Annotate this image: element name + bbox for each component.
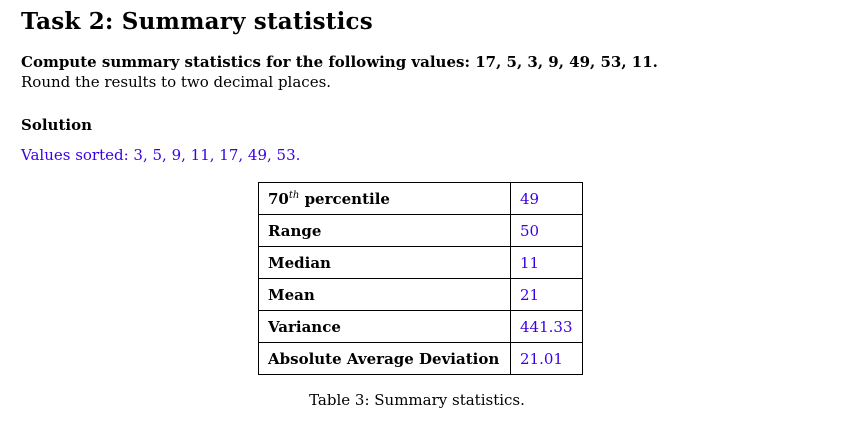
table-cell-label: 70th percentile: [258, 182, 511, 215]
table-cell-label: Mean: [258, 278, 511, 311]
percentile-number: 70: [268, 189, 289, 208]
table-caption: Table 3: Summary statistics.: [309, 391, 525, 409]
table-cell-value: 50: [510, 214, 583, 247]
sorted-values: Values sorted: 3, 5, 9, 11, 17, 49, 53.: [21, 146, 301, 164]
percentile-superscript: th: [288, 189, 300, 201]
task-instruction: Round the results to two decimal places.: [21, 73, 332, 91]
table-cell-value: 11: [510, 246, 583, 279]
table-row: Mean 21: [258, 278, 583, 311]
percentile-suffix: percentile: [299, 189, 390, 208]
table-cell-value: 49: [510, 182, 583, 215]
table-row: Range 50: [258, 214, 583, 247]
table-row: Variance 441.33: [258, 310, 583, 343]
table-row: Absolute Average Deviation 21.01: [258, 342, 583, 375]
table-cell-label: Median: [258, 246, 511, 279]
task-prompt: Compute summary statistics for the follo…: [21, 53, 658, 71]
table-cell-label: Range: [258, 214, 511, 247]
task-title: Task 2: Summary statistics: [21, 8, 373, 35]
table-cell-value: 441.33: [510, 310, 583, 343]
table-cell-label: Absolute Average Deviation: [258, 342, 511, 375]
table-cell-value: 21: [510, 278, 583, 311]
table-row: Median 11: [258, 246, 583, 279]
solution-heading: Solution: [21, 116, 92, 134]
table-row: 70th percentile 49: [258, 182, 583, 215]
table-cell-value: 21.01: [510, 342, 583, 375]
summary-statistics-table: 70th percentile 49 Range 50 Median 11 Me…: [258, 182, 583, 375]
table-cell-label: Variance: [258, 310, 511, 343]
